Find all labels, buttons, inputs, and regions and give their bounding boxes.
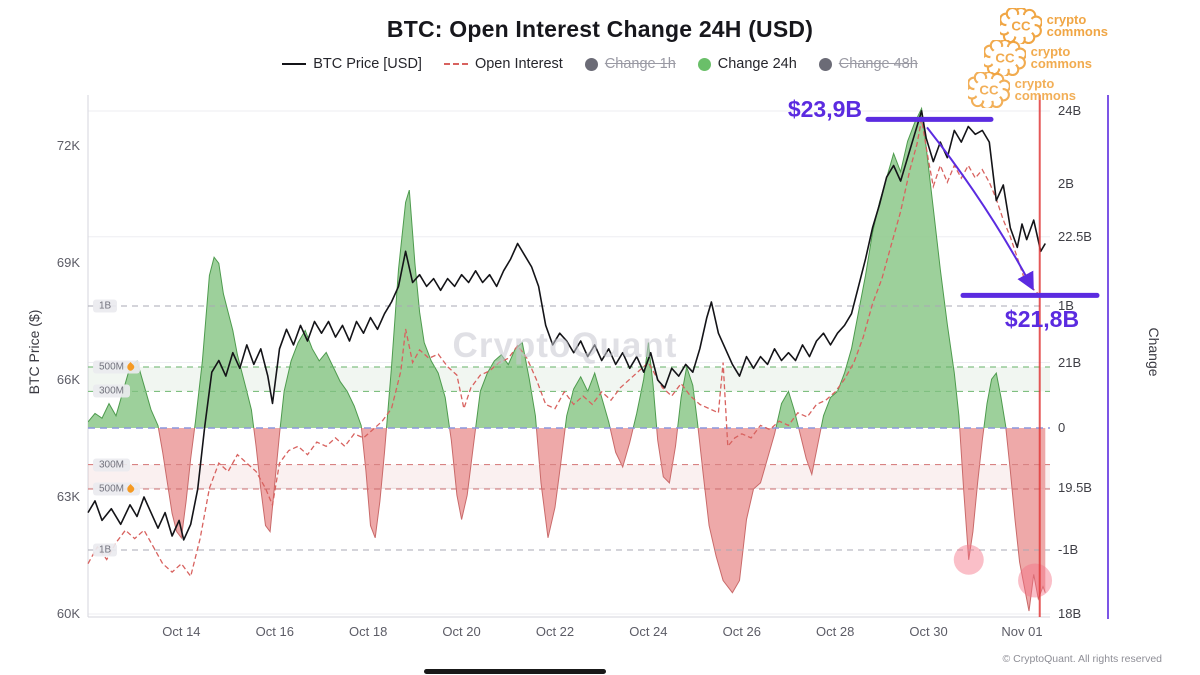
legend-label: Open Interest: [474, 56, 563, 72]
change-area-positive: [88, 108, 1046, 428]
brand-text: crypto commons: [1014, 75, 1076, 103]
legend-change-24h[interactable]: Change 24h: [697, 56, 797, 72]
crypto-commons-watermark: CC crypto commons: [967, 72, 1076, 108]
circle-marker-icon: [697, 57, 711, 71]
legend-label: Change 1h: [604, 56, 676, 72]
copyright-text: © CryptoQuant. All rights reserved: [1002, 653, 1162, 665]
open-interest-line: [87, 119, 1046, 578]
y-axis-title-right: Change: [1146, 327, 1162, 377]
line-marker-icon: [282, 63, 307, 65]
svg-text:CC: CC: [995, 51, 1015, 66]
crypto-commons-logo-icon: CC: [967, 72, 1010, 108]
brand-text: crypto commons: [1046, 11, 1108, 39]
btc-price-line: [87, 110, 1046, 541]
svg-text:CC: CC: [1011, 19, 1031, 34]
legend-change-48h[interactable]: Change 48h: [818, 56, 918, 72]
dashed-line-marker-icon: [443, 63, 468, 65]
legend-label: BTC Price [USD]: [313, 56, 422, 72]
crypto-commons-watermark: CC crypto commons: [983, 40, 1092, 76]
highlight-circle: [953, 544, 984, 575]
annotation-trough-label: $21,8B: [1004, 306, 1080, 332]
home-indicator-bar: [424, 669, 606, 674]
legend-btc-price[interactable]: BTC Price [USD]: [282, 56, 422, 72]
crypto-commons-watermark: CC crypto commons: [999, 8, 1108, 44]
oi-drop-arrow-icon: [926, 126, 1034, 291]
legend-label: Change 24h: [717, 56, 797, 72]
highlight-circle: [1018, 563, 1053, 598]
circle-marker-icon: [584, 57, 598, 71]
legend-open-interest[interactable]: Open Interest: [443, 56, 563, 72]
chart-legend: BTC Price [USD] Open Interest Change 1h …: [0, 56, 1200, 72]
circle-marker-icon: [818, 57, 832, 71]
annotation-peak-label: $23,9B: [787, 96, 862, 122]
page-title: BTC: Open Interest Change 24H (USD): [386, 16, 814, 42]
svg-text:CC: CC: [979, 83, 999, 98]
legend-change-1h[interactable]: Change 1h: [584, 56, 676, 72]
crypto-commons-logo-icon: CC: [999, 8, 1042, 44]
y-axis-title-left: BTC Price ($): [26, 309, 42, 395]
legend-label: Change 48h: [838, 56, 918, 72]
change-area-negative: [88, 428, 1046, 611]
crypto-commons-logo-icon: CC: [983, 40, 1026, 76]
brand-text: crypto commons: [1030, 43, 1092, 71]
